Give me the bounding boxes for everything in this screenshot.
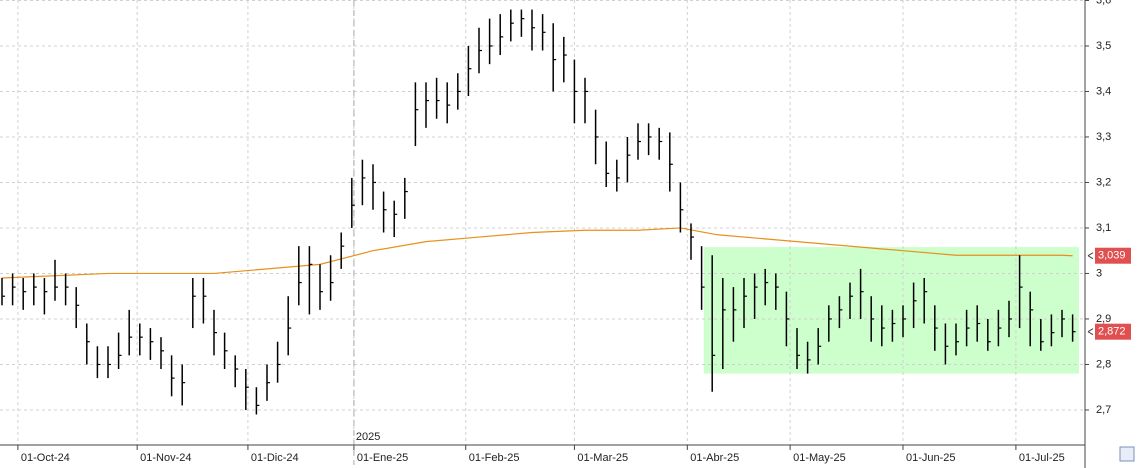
y-tick-label: 3 bbox=[1096, 267, 1102, 279]
price-marker-box bbox=[1095, 323, 1131, 340]
y-tick-label: 2,9 bbox=[1096, 313, 1111, 325]
range-box bbox=[703, 247, 1079, 374]
y-tick-label: 3,4 bbox=[1096, 85, 1111, 97]
x-tick-label: 01-Jul-25 bbox=[1019, 452, 1065, 464]
price-marker-label: 2,872 bbox=[1098, 326, 1126, 338]
price-marker-arrow bbox=[1087, 328, 1094, 336]
price-marker-label: 3,039 bbox=[1098, 250, 1126, 262]
y-tick-label: 3,3 bbox=[1096, 131, 1111, 143]
x-tick-label: 01-Feb-25 bbox=[469, 452, 520, 464]
year-label: 2025 bbox=[356, 431, 380, 443]
y-tick-label: 2,7 bbox=[1096, 404, 1111, 416]
y-tick-label: 3,5 bbox=[1096, 40, 1111, 52]
x-tick-label: 01-Jun-25 bbox=[906, 452, 956, 464]
x-tick-label: 01-Nov-24 bbox=[140, 452, 191, 464]
x-tick-label: 01-Ene-25 bbox=[357, 452, 408, 464]
x-tick-label: 01-Oct-24 bbox=[21, 452, 70, 464]
y-tick-label: 3,2 bbox=[1096, 176, 1111, 188]
x-tick-label: 01-Abr-25 bbox=[690, 452, 739, 464]
x-tick-label: 01-May-25 bbox=[793, 452, 846, 464]
y-tick-label: 3,6 bbox=[1096, 0, 1111, 6]
corner-icon bbox=[1119, 446, 1135, 462]
x-tick-label: 01-Mar-25 bbox=[577, 452, 628, 464]
moving-average bbox=[1, 227, 1073, 279]
price-marker-arrow bbox=[1087, 252, 1094, 260]
x-tick-label: 01-Dic-24 bbox=[251, 452, 299, 464]
price-marker-box bbox=[1095, 247, 1131, 264]
y-tick-label: 3,1 bbox=[1096, 222, 1111, 234]
y-tick-label: 2,8 bbox=[1096, 358, 1111, 370]
